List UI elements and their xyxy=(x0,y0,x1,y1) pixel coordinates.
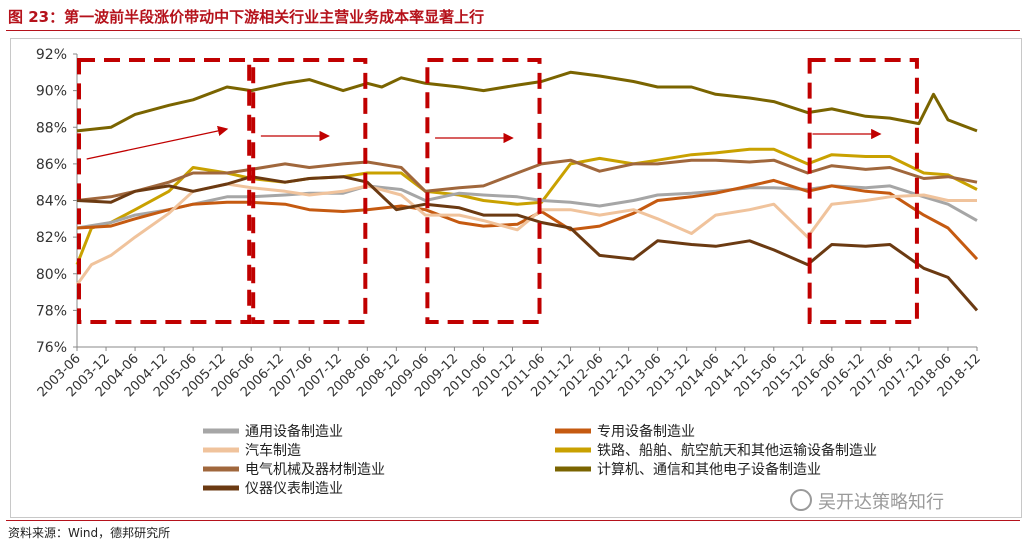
series-line-1 xyxy=(75,147,978,266)
source-note: 资料来源：Wind，德邦研究所 xyxy=(8,526,171,540)
legend-label: 计算机、通信和其他电子设备制造业 xyxy=(597,461,821,478)
y-tick-label: 82% xyxy=(36,230,67,246)
highlight-box xyxy=(77,58,252,324)
highlight-box xyxy=(807,58,919,324)
cost-rate-line-chart: 76%78%80%82%84%86%88%90%92%2003-062003-1… xyxy=(35,47,984,497)
y-tick-label: 78% xyxy=(36,303,67,319)
y-tick-label: 84% xyxy=(36,194,67,210)
series-line-2 xyxy=(76,158,978,202)
page-title: 图 23：第一波前半段涨价带动中下游相关行业主营业务成本率显著上行 xyxy=(8,8,485,26)
watermark-text: 吴开达策略知行 xyxy=(818,492,944,513)
trend-arrow xyxy=(86,125,229,160)
y-tick-label: 76% xyxy=(36,340,67,356)
y-tick-label: 90% xyxy=(36,84,67,100)
chart-frame: 76% 78% 80% 82% 84% 86% 88% 90% 92% 2003-06 2003-1… xyxy=(10,38,1022,518)
highlight-box xyxy=(425,58,542,324)
legend-label: 仪器仪表制造业 xyxy=(245,481,343,497)
series-line-4 xyxy=(76,178,979,261)
legend-label: 铁路、船舶、航空航天和其他运输设备制造业 xyxy=(597,442,877,459)
legend-label: 汽车制造 xyxy=(245,442,301,459)
y-tick-label: 92% xyxy=(36,47,67,63)
watermark: 吴开达策略知行 xyxy=(790,488,944,514)
y-tick-label: 88% xyxy=(36,120,67,136)
legend-label: 电气机械及器材制造业 xyxy=(245,462,385,478)
y-tick-label: 80% xyxy=(36,267,67,283)
y-tick-label: 86% xyxy=(36,157,67,173)
highlight-box xyxy=(251,58,368,324)
wechat-icon xyxy=(790,489,812,511)
series-line-0 xyxy=(76,70,978,133)
series-line-6 xyxy=(76,175,979,312)
legend-label: 通用设备制造业 xyxy=(245,423,343,440)
source-divider xyxy=(6,520,1020,521)
title-divider xyxy=(6,30,1020,31)
legend-label: 专用设备制造业 xyxy=(597,423,695,440)
